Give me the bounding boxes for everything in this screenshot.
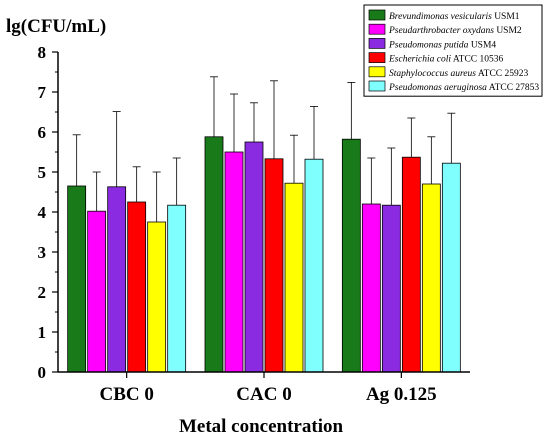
y-tick-label: 2	[38, 283, 47, 302]
bar	[204, 136, 224, 373]
axes: 0 1 2 3 4 5 6 7 8 CBC 0 CAC 0 Ag 0.125	[38, 43, 470, 405]
legend-label: Staphylococcus aureus ATCC 25923	[389, 69, 528, 79]
bar	[147, 221, 167, 373]
legend-label: Brevundimonas vesicularis USM1	[389, 12, 520, 22]
y-tick-label: 3	[38, 243, 47, 262]
legend: Brevundimonas vesicularis USM1 Pseudarthr…	[363, 4, 543, 97]
y-tick-label: 0	[38, 363, 47, 382]
bar	[167, 204, 187, 373]
legend-label: Pseudarthrobacter oxydans USM2	[388, 26, 522, 36]
bar	[421, 183, 441, 373]
bar	[224, 151, 244, 373]
legend-swatch	[368, 23, 386, 35]
bar	[67, 185, 87, 373]
legend-swatch	[368, 52, 386, 63]
bar	[244, 141, 264, 373]
legend-box	[363, 4, 543, 97]
legend-label: Pseudomonas aeruginosa ATCC 27853	[388, 83, 539, 93]
y-tick-label: 8	[38, 43, 47, 62]
x-axis-title: Metal concentration	[179, 416, 344, 437]
bar	[304, 158, 324, 373]
y-tick-label: 4	[38, 203, 47, 222]
legend-swatch	[368, 38, 386, 49]
bar	[107, 186, 127, 373]
y-tick-label: 5	[38, 163, 47, 182]
bar	[284, 182, 304, 373]
y-tick-label: 7	[38, 83, 47, 102]
y-tick-label: 1	[38, 323, 47, 342]
bar	[341, 138, 361, 373]
legend-swatch	[368, 80, 386, 92]
bar	[264, 158, 284, 373]
x-tick-label: Ag 0.125	[366, 384, 437, 405]
bar	[127, 201, 147, 373]
bar	[87, 210, 107, 373]
legend-label: Pseudomonas putida USM4	[388, 40, 496, 50]
x-tick-label: CAC 0	[236, 384, 291, 405]
legend-label: Escherichia coli ATCC 10536	[388, 55, 504, 65]
y-axis-title: lg(CFU/mL)	[6, 16, 106, 37]
y-tick-label: 6	[38, 123, 47, 142]
legend-swatch	[368, 66, 386, 78]
bars	[67, 76, 461, 373]
bar	[361, 203, 381, 373]
bar	[381, 204, 401, 373]
legend-swatch	[368, 9, 386, 21]
bar	[401, 156, 421, 373]
bar	[441, 162, 461, 373]
x-tick-label: CBC 0	[99, 384, 153, 405]
